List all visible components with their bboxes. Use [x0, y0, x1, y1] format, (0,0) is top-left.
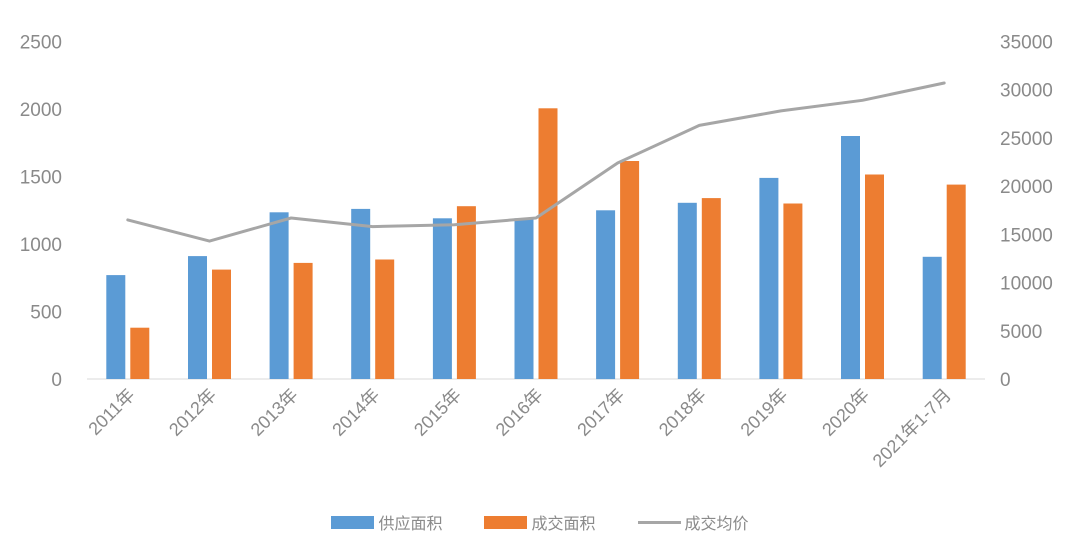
left-axis-tick-label: 1500 — [20, 168, 62, 189]
legend-item-deal-area: 成交面积 — [484, 510, 596, 534]
supply-area-bar — [922, 256, 942, 379]
deal-area-bar — [946, 184, 966, 379]
avg-price-line-swatch-icon — [637, 520, 681, 524]
x-axis-label: 2020年 — [818, 385, 873, 440]
right-axis-tick-label: 30000 — [1000, 81, 1053, 102]
x-axis-label: 2015年 — [410, 385, 465, 440]
deal-area-bar — [130, 327, 150, 379]
deal-area-bar — [375, 259, 395, 379]
deal-area-bar — [865, 174, 884, 379]
x-axis-label: 2016年 — [492, 385, 547, 440]
right-axis-tick-label: 25000 — [1000, 129, 1053, 150]
x-axis-label: 2017年 — [573, 385, 628, 440]
supply-area-bar — [269, 212, 289, 379]
left-axis-tick-label: 1000 — [20, 235, 62, 256]
right-axis-tick-label: 20000 — [1000, 177, 1053, 198]
supply-area-bar — [841, 136, 860, 379]
x-axis-label: 2014年 — [328, 385, 383, 440]
deal-area-bar — [212, 269, 231, 379]
left-axis-tick-label: 0 — [51, 370, 62, 391]
deal-area-bar — [783, 203, 803, 379]
x-axis-label: 2013年 — [247, 385, 302, 440]
x-axis-label: 2019年 — [737, 385, 792, 440]
deal-area-bar — [538, 108, 558, 380]
avg-price-line — [126, 81, 946, 243]
right-axis-tick-label: 15000 — [1000, 225, 1053, 246]
supply-area-bar — [596, 210, 616, 380]
supply-area-bar — [514, 218, 534, 379]
right-axis-tick-label: 10000 — [1000, 274, 1053, 295]
supply-area-bar — [106, 275, 126, 379]
right-axis-tick-label: 0 — [1000, 370, 1011, 391]
x-axis-label: 2018年 — [655, 385, 710, 440]
x-axis-label: 2012年 — [165, 385, 220, 440]
deal-area-swatch-icon — [484, 515, 528, 529]
legend-label-supply-area: 供应面积 — [378, 516, 443, 533]
supply-area-bar — [677, 202, 697, 379]
left-axis-tick-label: 2500 — [20, 33, 62, 54]
supply-area-bar — [188, 256, 207, 379]
right-axis-tick-label: 5000 — [1000, 322, 1042, 343]
legend-item-supply-area: 供应面积 — [331, 510, 442, 534]
left-axis-tick-label: 500 — [30, 303, 62, 324]
deal-area-bar — [701, 198, 721, 379]
x-axis-label: 2021年1-7月 — [869, 385, 955, 471]
legend: 供应面积 成交面积 成交均价 — [0, 510, 1080, 534]
supply-area-bar — [759, 177, 779, 379]
deal-area-bar — [456, 206, 476, 379]
supply-area-bar — [432, 218, 452, 379]
right-axis-tick-label: 35000 — [1000, 33, 1053, 54]
deal-area-bar — [620, 161, 640, 379]
legend-label-avg-price: 成交均价 — [684, 516, 749, 533]
supply-area-swatch-icon — [331, 515, 375, 529]
left-axis-tick-label: 2000 — [20, 100, 62, 121]
x-axis-label: 2011年 — [84, 385, 138, 439]
legend-item-avg-price: 成交均价 — [637, 510, 749, 534]
deal-area-bar — [293, 262, 313, 379]
legend-label-deal-area: 成交面积 — [531, 516, 596, 533]
chart-plot-area: 0500100015002000250005000100001500020000… — [20, 33, 1053, 471]
supply-area-bar — [351, 208, 371, 379]
